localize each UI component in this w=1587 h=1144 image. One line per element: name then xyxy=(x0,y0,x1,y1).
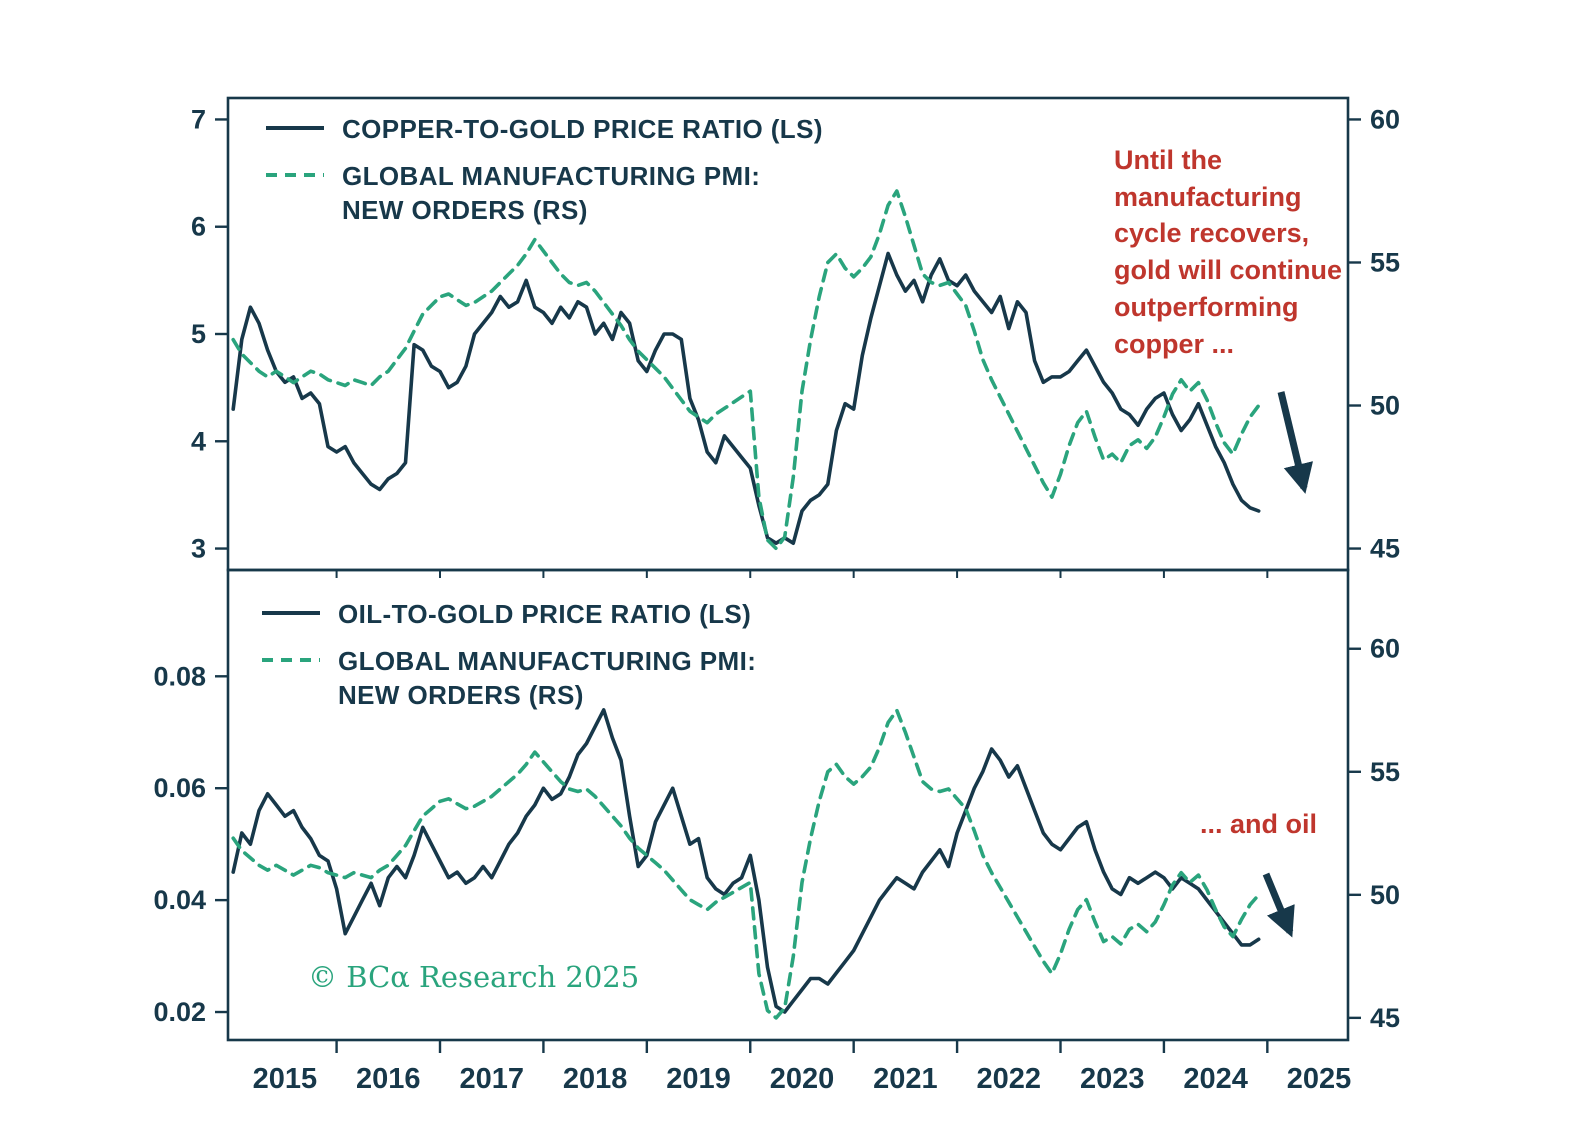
solid-line-icon xyxy=(266,126,324,130)
x-axis-tick-label: 2021 xyxy=(873,1063,938,1095)
y-axis-tick-label: 55 xyxy=(1370,757,1400,787)
y-axis-tick-label: 60 xyxy=(1370,634,1400,664)
down-arrow-icon xyxy=(1277,391,1313,494)
legend-label: COPPER-TO-GOLD PRICE RATIO (LS) xyxy=(342,114,823,144)
series-line-pmi_new_orders xyxy=(231,189,1261,551)
x-axis-tick-label: 2016 xyxy=(356,1063,421,1095)
legend-item-pmi: GLOBAL MANUFACTURING PMI: NEW ORDERS (RS… xyxy=(266,160,823,227)
y-axis-tick-label: 7 xyxy=(191,104,206,134)
annotation-copper-note: Until the manufacturing cycle recovers, … xyxy=(1114,145,1342,359)
copyright-text: © BCα Research 2025 xyxy=(308,960,640,994)
series-line-oil_gold_ratio xyxy=(231,708,1261,1014)
legend-label-line2: NEW ORDERS (RS) xyxy=(342,194,588,225)
dashed-line-icon xyxy=(266,173,324,178)
y-axis-tick-label: 0.08 xyxy=(153,661,206,691)
y-axis-tick-label: 45 xyxy=(1370,534,1400,564)
x-axis-tick-label: 2015 xyxy=(253,1063,318,1095)
x-axis-tick-label: 2023 xyxy=(1080,1063,1145,1095)
panel-border xyxy=(226,568,1350,1042)
legend-label: OIL-TO-GOLD PRICE RATIO (LS) xyxy=(338,599,752,629)
y-axis-tick-label: 0.04 xyxy=(153,885,206,915)
series-line-pmi_new_orders xyxy=(231,708,1261,1020)
x-axis-tick-label: 2025 xyxy=(1287,1063,1352,1095)
legend-label-line1: GLOBAL MANUFACTURING PMI: xyxy=(342,161,761,192)
x-axis-tick-label: 2017 xyxy=(459,1063,524,1095)
y-axis-tick-label: 50 xyxy=(1370,391,1400,421)
legend-label-line1: GLOBAL MANUFACTURING PMI: xyxy=(338,646,757,677)
x-axis-tick-label: 2020 xyxy=(770,1063,835,1095)
y-axis-tick-label: 4 xyxy=(191,426,206,456)
x-axis-tick-label: 2024 xyxy=(1183,1063,1248,1095)
x-axis-tick-label: 2018 xyxy=(563,1063,628,1095)
dashed-line-icon xyxy=(262,658,320,663)
y-axis-tick-label: 0.02 xyxy=(153,997,206,1027)
y-axis-tick-label: 5 xyxy=(191,319,206,349)
legend-label: GLOBAL MANUFACTURING PMI: NEW ORDERS (RS… xyxy=(342,160,760,227)
y-axis-tick-label: 3 xyxy=(191,534,206,564)
x-axis-tick-label: 2022 xyxy=(977,1063,1042,1095)
y-axis-tick-label: 6 xyxy=(191,212,206,242)
legend-oil-panel: OIL-TO-GOLD PRICE RATIO (LS) GLOBAL MANU… xyxy=(262,598,756,712)
legend-item-copper-ratio: COPPER-TO-GOLD PRICE RATIO (LS) xyxy=(266,113,823,146)
legend-item-oil-ratio: OIL-TO-GOLD PRICE RATIO (LS) xyxy=(262,598,756,631)
annotation-oil-note: ... and oil xyxy=(1200,809,1318,839)
y-axis-tick-label: 50 xyxy=(1370,880,1400,910)
legend-item-pmi: GLOBAL MANUFACTURING PMI: NEW ORDERS (RS… xyxy=(262,645,756,712)
solid-line-icon xyxy=(262,611,320,615)
series-line-copper_gold_ratio xyxy=(231,251,1261,546)
y-axis-tick-label: 0.06 xyxy=(153,773,206,803)
y-axis-tick-label: 55 xyxy=(1370,247,1400,277)
y-axis-tick-label: 45 xyxy=(1370,1003,1400,1033)
legend-label-line2: NEW ORDERS (RS) xyxy=(338,679,584,710)
y-axis-tick-label: 60 xyxy=(1370,104,1400,134)
down-arrow-icon xyxy=(1262,872,1295,938)
legend-label: GLOBAL MANUFACTURING PMI: NEW ORDERS (RS… xyxy=(338,645,756,712)
legend-copper-panel: COPPER-TO-GOLD PRICE RATIO (LS) GLOBAL M… xyxy=(266,113,823,227)
x-axis-tick-label: 2019 xyxy=(666,1063,731,1095)
